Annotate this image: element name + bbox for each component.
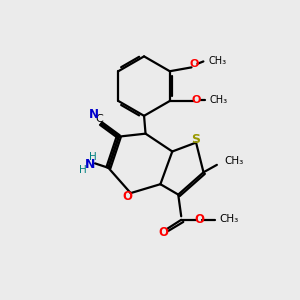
Text: CH₃: CH₃ — [208, 56, 226, 66]
Text: O: O — [190, 59, 199, 69]
Text: O: O — [159, 226, 169, 239]
Text: O: O — [194, 213, 204, 226]
Text: S: S — [192, 133, 201, 146]
Text: O: O — [192, 95, 201, 105]
Text: C: C — [95, 114, 103, 124]
Text: O: O — [122, 190, 132, 202]
Text: CH₃: CH₃ — [220, 214, 239, 224]
Text: H: H — [89, 152, 97, 162]
Text: CH₃: CH₃ — [210, 95, 228, 105]
Text: N: N — [85, 158, 96, 171]
Text: H: H — [79, 165, 86, 175]
Text: CH₃: CH₃ — [224, 156, 244, 166]
Text: N: N — [89, 108, 99, 121]
